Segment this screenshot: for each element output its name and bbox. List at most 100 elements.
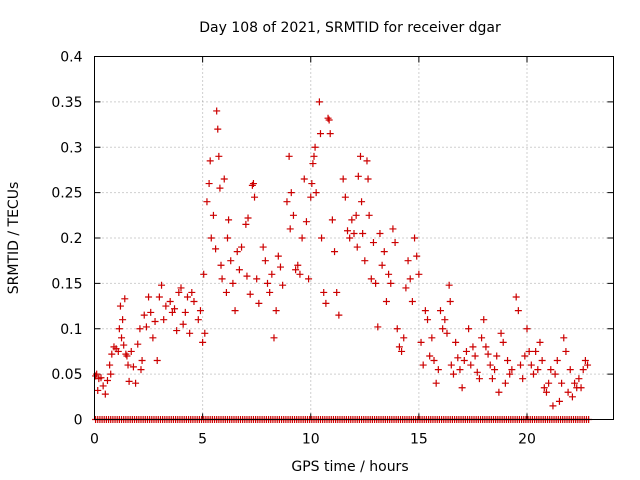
data-point	[367, 275, 375, 283]
data-point	[289, 211, 297, 219]
data-point	[311, 143, 319, 151]
data-point	[201, 329, 209, 337]
data-point	[274, 252, 282, 260]
data-point	[353, 243, 361, 251]
data-point	[168, 308, 176, 316]
data-point	[473, 368, 481, 376]
data-point	[387, 279, 395, 287]
data-point	[521, 352, 529, 360]
data-point	[124, 361, 132, 369]
data-point	[307, 193, 315, 201]
data-point	[501, 379, 509, 387]
data-point	[560, 334, 568, 342]
data-point	[268, 270, 276, 278]
data-point	[532, 347, 540, 355]
data-point	[359, 229, 367, 237]
data-point	[458, 384, 466, 392]
data-point	[266, 288, 274, 296]
data-point	[575, 375, 583, 383]
data-point	[584, 361, 592, 369]
data-point	[196, 307, 204, 315]
data-point	[142, 323, 150, 331]
data-point	[160, 316, 168, 324]
data-point	[542, 388, 550, 396]
data-point	[361, 257, 369, 265]
data-point	[158, 281, 166, 289]
data-point	[408, 298, 416, 306]
data-point	[127, 347, 135, 355]
data-point	[244, 214, 252, 222]
data-point	[555, 397, 563, 405]
data-point	[324, 114, 332, 122]
data-point	[445, 281, 453, 289]
y-tick-label: 0.2	[60, 231, 82, 247]
data-point	[400, 334, 408, 342]
data-point	[358, 198, 366, 206]
data-point	[348, 216, 356, 224]
data-point	[238, 243, 246, 251]
data-point	[344, 227, 352, 235]
data-point	[430, 357, 438, 365]
data-point	[398, 347, 406, 355]
data-point	[380, 248, 388, 256]
grid-lines	[94, 56, 614, 420]
data-point	[339, 175, 347, 183]
data-point	[107, 370, 115, 378]
data-point	[428, 334, 436, 342]
data-point	[214, 125, 222, 133]
chart-title: Day 108 of 2021, SRMTID for receiver dga…	[199, 20, 501, 36]
data-point	[333, 288, 341, 296]
data-point	[188, 288, 196, 296]
data-point	[378, 261, 386, 269]
data-point	[495, 388, 503, 396]
data-point	[478, 334, 486, 342]
data-point	[365, 211, 373, 219]
data-point	[310, 152, 318, 160]
data-point	[242, 220, 250, 228]
data-point	[151, 317, 159, 325]
data-point	[581, 357, 589, 365]
data-point	[298, 234, 306, 242]
data-point	[207, 234, 215, 242]
data-point	[456, 366, 464, 374]
data-point	[203, 198, 211, 206]
data-point	[145, 293, 153, 301]
data-point	[101, 390, 109, 398]
data-point	[402, 284, 410, 292]
data-point	[320, 288, 328, 296]
data-point	[106, 361, 114, 369]
y-tick-label: 0.1	[60, 322, 82, 338]
data-point	[434, 366, 442, 374]
data-point	[480, 316, 488, 324]
data-point	[279, 281, 287, 289]
data-point	[140, 311, 148, 319]
data-point	[491, 366, 499, 374]
data-point	[508, 366, 516, 374]
data-point	[223, 234, 231, 242]
data-point	[426, 352, 434, 360]
data-point	[206, 157, 214, 165]
data-point	[316, 130, 324, 138]
data-point	[249, 180, 257, 188]
y-axis-label: SRMTID / TECUs	[6, 182, 22, 295]
data-point	[493, 352, 501, 360]
data-point	[129, 363, 137, 371]
data-point	[181, 308, 189, 316]
data-point	[103, 376, 111, 384]
data-point	[120, 341, 128, 349]
data-point	[261, 257, 269, 265]
data-point	[300, 175, 308, 183]
data-point	[137, 366, 145, 374]
data-point	[134, 340, 142, 348]
data-point	[292, 266, 300, 274]
x-axis-label: GPS time / hours	[291, 459, 408, 475]
data-point	[173, 327, 181, 335]
data-point	[222, 288, 230, 296]
data-point	[294, 261, 302, 269]
data-point	[296, 270, 304, 278]
data-point	[264, 279, 271, 287]
data-point	[287, 189, 295, 197]
data-point	[305, 275, 313, 283]
data-point	[417, 338, 425, 346]
data-point	[372, 279, 380, 287]
